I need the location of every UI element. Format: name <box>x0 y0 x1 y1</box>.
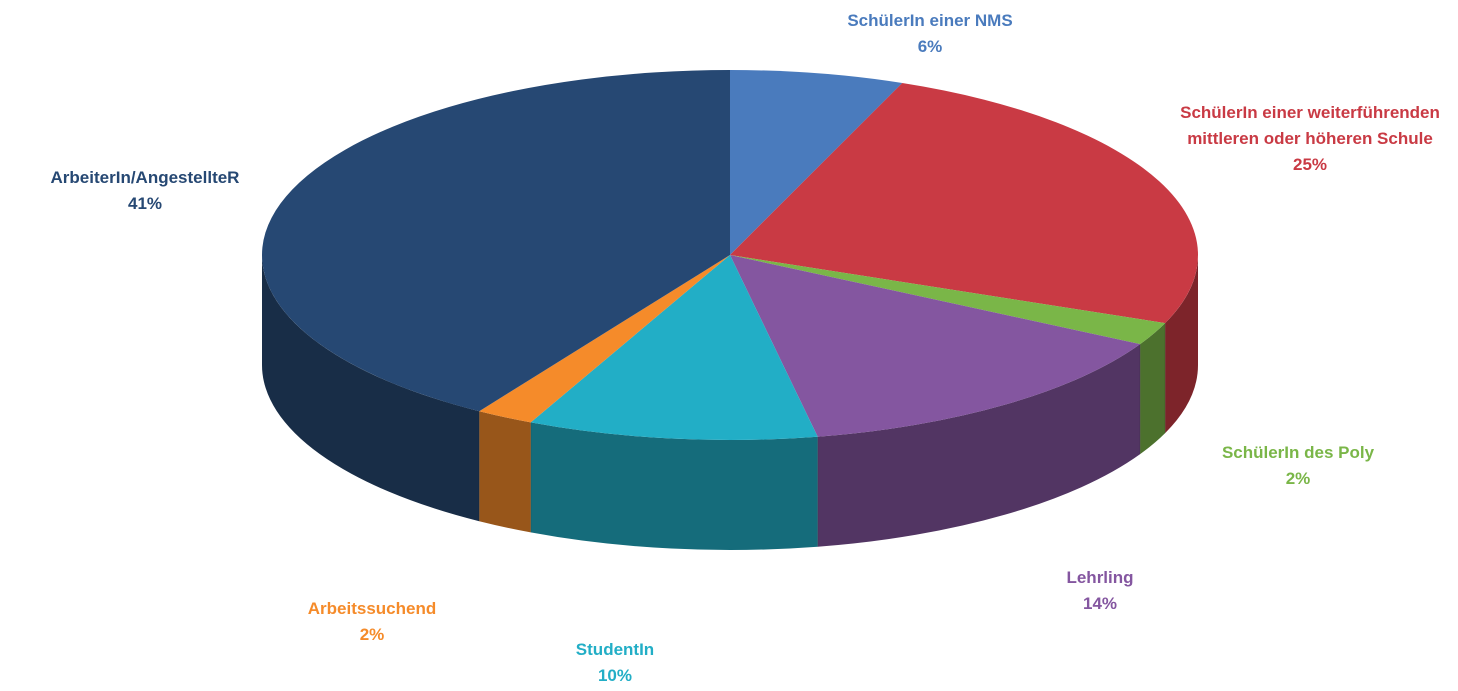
label-name: Lehrling <box>1066 568 1134 587</box>
data-label: SchülerIn einer NMS 6% <box>847 8 1012 60</box>
pie-slice <box>479 255 730 423</box>
pie-side <box>530 422 818 550</box>
label-value: 41% <box>127 194 163 213</box>
label-name: SchülerIn des Poly <box>1221 443 1375 462</box>
data-label: SchülerIn des Poly 2% <box>1222 440 1374 492</box>
label-name: SchülerIn einer NMS <box>847 11 1013 30</box>
label-value: 2% <box>1285 469 1311 488</box>
pie-slice <box>730 82 1198 324</box>
label-value: 2% <box>359 625 385 644</box>
label-value: 10% <box>597 666 633 685</box>
data-label: SchülerIn einer weiterführenden mittlere… <box>1175 100 1445 178</box>
label-name: SchülerIn einer weiterführenden mittlere… <box>1180 103 1440 148</box>
pie-side <box>262 255 480 522</box>
pie-slice <box>730 255 1166 345</box>
pie-slice <box>730 255 1141 437</box>
pie-slice <box>730 70 903 255</box>
pie-slice <box>262 70 730 412</box>
data-label: ArbeiterIn/AngestellteR 41% <box>51 165 240 217</box>
pie-side <box>1140 323 1166 455</box>
label-value: 6% <box>917 37 943 56</box>
pie-side <box>1165 255 1198 434</box>
label-name: StudentIn <box>575 640 655 659</box>
label-name: ArbeiterIn/AngestellteR <box>50 168 240 187</box>
pie-slice <box>530 255 818 441</box>
label-name: Arbeitssuchend <box>307 599 437 618</box>
label-value: 14% <box>1082 594 1118 613</box>
data-label: Lehrling 14% <box>1066 565 1133 617</box>
pie-side <box>479 411 531 533</box>
pie-side <box>817 344 1141 547</box>
data-label: Arbeitssuchend 2% <box>308 596 436 648</box>
data-label: StudentIn 10% <box>576 637 654 689</box>
label-value: 25% <box>1292 155 1328 174</box>
